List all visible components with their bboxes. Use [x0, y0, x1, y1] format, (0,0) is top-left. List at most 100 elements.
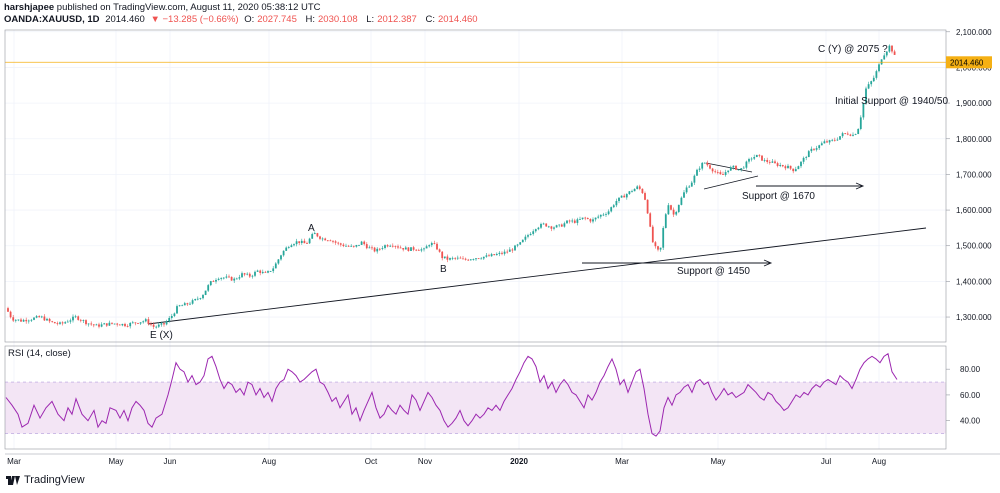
candle — [852, 132, 854, 137]
candle-body — [742, 167, 745, 169]
candle — [165, 319, 168, 326]
candle — [865, 86, 867, 105]
candle-body — [332, 240, 334, 242]
candle-body — [841, 133, 844, 137]
candle — [727, 170, 730, 174]
candle-body — [740, 168, 743, 170]
candle-body — [724, 172, 727, 175]
candle-body — [196, 298, 199, 300]
candle — [584, 216, 587, 221]
candle — [150, 321, 152, 327]
price-axis[interactable]: 2,100.0002,000.0001,900.0001,800.0001,70… — [946, 28, 992, 322]
candle — [394, 245, 397, 249]
candle — [714, 169, 717, 174]
candle — [397, 244, 399, 250]
candle-body — [326, 240, 329, 242]
candle-body — [376, 248, 379, 252]
candle — [9, 310, 12, 319]
candle — [724, 169, 727, 177]
candle-body — [537, 227, 540, 230]
candle — [12, 315, 15, 323]
candle — [646, 199, 649, 215]
candle — [503, 249, 506, 256]
candle-body — [867, 84, 870, 89]
candle-body — [280, 255, 282, 260]
candle — [17, 319, 20, 322]
candle-body — [436, 243, 438, 250]
candle — [688, 185, 691, 188]
candle-body — [163, 323, 165, 325]
candle-body — [846, 133, 849, 135]
candle — [878, 63, 880, 73]
candle — [72, 314, 74, 323]
rsi-title[interactable]: RSI (14, close) — [8, 348, 71, 359]
candle — [33, 316, 35, 321]
candle-body — [222, 277, 225, 279]
candle — [124, 322, 126, 328]
candle-body — [776, 163, 779, 166]
candle-body — [826, 141, 828, 143]
candle — [615, 198, 618, 208]
candle-body — [410, 247, 412, 251]
candle-body — [813, 148, 815, 150]
candle — [828, 139, 831, 145]
candle — [493, 253, 496, 256]
candle-body — [142, 321, 145, 323]
candle-body — [831, 139, 834, 141]
candle-body — [485, 255, 488, 257]
candle-body — [352, 245, 355, 247]
candle-body — [116, 323, 119, 325]
candle-body — [7, 308, 9, 312]
candle — [282, 250, 285, 257]
candle-body — [696, 169, 698, 176]
candle-body — [212, 281, 215, 282]
candle — [235, 277, 238, 280]
candle-body — [514, 245, 516, 251]
candle — [22, 318, 25, 322]
candle-body — [181, 305, 184, 307]
candle — [659, 247, 662, 252]
candle — [537, 226, 540, 231]
candle-body — [818, 145, 821, 149]
candle — [376, 247, 379, 254]
candle-body — [706, 162, 709, 166]
candle — [685, 185, 688, 194]
price-tick-label: 1,400.000 — [956, 277, 992, 286]
candle — [670, 204, 672, 211]
candle-body — [371, 247, 373, 249]
candle — [30, 318, 33, 322]
rsi-line — [5, 352, 898, 437]
candle — [332, 240, 334, 244]
candle — [467, 258, 470, 261]
candle-body — [79, 319, 82, 321]
candle-body — [844, 133, 847, 134]
candle-body — [87, 323, 90, 325]
triangle-upper-line — [705, 162, 753, 173]
candle — [311, 232, 314, 240]
price-change: ▼ −13.285 (−0.66%) — [150, 14, 239, 25]
brand-name[interactable]: TradingView — [24, 474, 85, 486]
rsi-axis[interactable]: 80.00 60.00 40.00 — [946, 365, 981, 426]
candle — [139, 322, 142, 326]
candle-body — [176, 306, 178, 314]
candle-body — [878, 64, 880, 72]
time-axis[interactable]: Mar May Jun Aug Oct Nov 2020 Mar May Jul Aug — [7, 457, 886, 466]
candle-body — [857, 128, 860, 135]
candle — [815, 145, 818, 152]
candle-body — [56, 323, 59, 325]
time-tick-label: 2020 — [510, 457, 528, 466]
long-trendline — [147, 227, 927, 325]
candle — [228, 274, 230, 278]
candle — [690, 180, 693, 187]
candle-body — [875, 71, 878, 78]
candle-body — [469, 259, 472, 261]
candle-body — [324, 238, 327, 241]
candle-body — [670, 205, 672, 210]
candle — [511, 247, 514, 253]
symbol-name[interactable]: OANDA:XAUUSD, 1D — [4, 14, 100, 25]
candle-body — [688, 186, 691, 188]
candle — [126, 324, 129, 328]
candle — [774, 159, 776, 164]
publisher-name[interactable]: harshjapee — [4, 2, 55, 13]
